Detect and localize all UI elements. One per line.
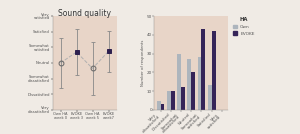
Bar <box>212 31 215 110</box>
Bar <box>208 85 211 110</box>
Y-axis label: Number of respondents: Number of respondents <box>141 40 145 86</box>
Bar <box>197 57 201 110</box>
Bar <box>160 104 164 110</box>
Text: Sound quality: Sound quality <box>58 9 110 18</box>
Bar <box>201 29 205 110</box>
Bar <box>177 54 181 110</box>
Bar <box>157 100 160 110</box>
Bar <box>191 72 195 110</box>
Bar <box>181 87 185 110</box>
Bar <box>187 59 191 110</box>
Legend: Own, EVOKE: Own, EVOKE <box>232 16 256 36</box>
Bar <box>171 91 175 110</box>
Bar <box>167 91 171 110</box>
